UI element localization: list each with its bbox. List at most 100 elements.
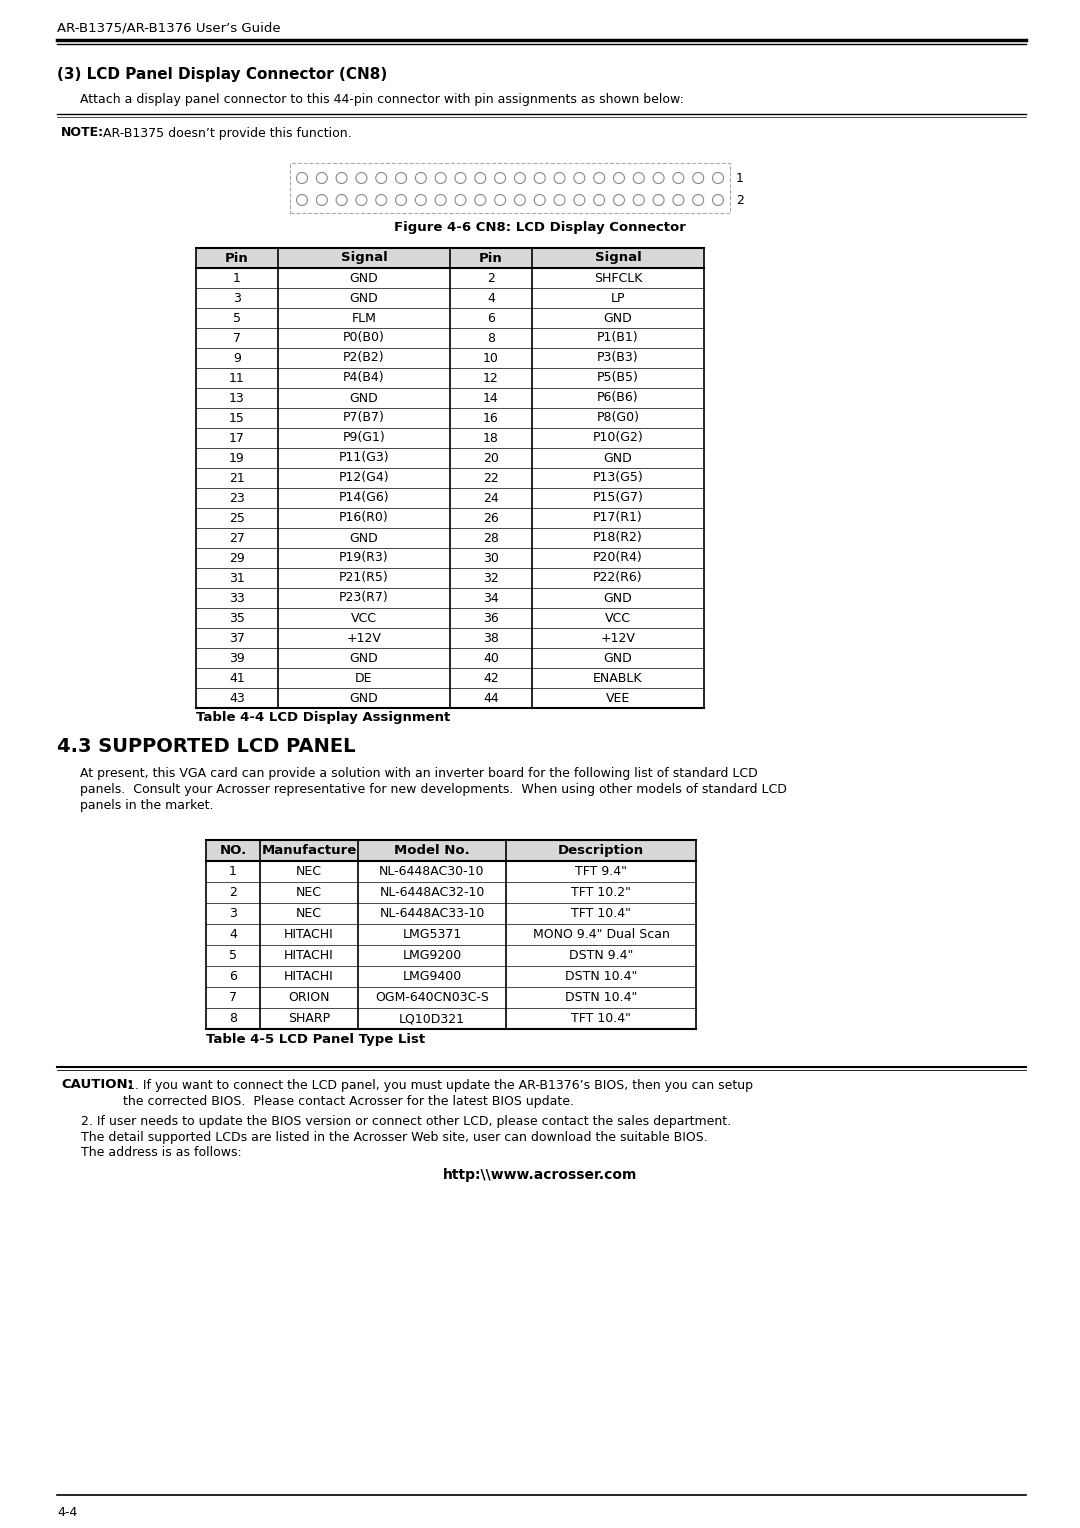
Text: Model No.: Model No. bbox=[394, 843, 470, 857]
Text: SHARP: SHARP bbox=[288, 1012, 330, 1025]
Text: NOTE:: NOTE: bbox=[60, 127, 104, 139]
Text: 31: 31 bbox=[229, 571, 245, 585]
Text: 2: 2 bbox=[229, 886, 237, 898]
Text: 6: 6 bbox=[487, 312, 495, 324]
Text: MONO 9.4" Dual Scan: MONO 9.4" Dual Scan bbox=[532, 927, 670, 941]
Text: 7: 7 bbox=[233, 332, 241, 344]
Text: P17(R1): P17(R1) bbox=[593, 512, 643, 524]
Text: P7(B7): P7(B7) bbox=[343, 411, 384, 425]
Text: HITACHI: HITACHI bbox=[284, 970, 334, 983]
Text: 19: 19 bbox=[229, 451, 245, 465]
Text: AR-B1375 doesn’t provide this function.: AR-B1375 doesn’t provide this function. bbox=[99, 127, 352, 139]
Text: P12(G4): P12(G4) bbox=[339, 472, 389, 484]
Text: 6: 6 bbox=[229, 970, 237, 983]
Text: 34: 34 bbox=[483, 591, 499, 605]
Text: LMG5371: LMG5371 bbox=[403, 927, 461, 941]
Text: GND: GND bbox=[604, 312, 633, 324]
Text: Pin: Pin bbox=[225, 252, 248, 264]
Text: P2(B2): P2(B2) bbox=[343, 351, 384, 365]
Text: P8(G0): P8(G0) bbox=[596, 411, 639, 425]
Text: 18: 18 bbox=[483, 431, 499, 445]
Text: VEE: VEE bbox=[606, 692, 630, 704]
Text: +12V: +12V bbox=[347, 631, 381, 645]
Text: GND: GND bbox=[350, 391, 378, 405]
Text: P22(R6): P22(R6) bbox=[593, 571, 643, 585]
Text: Figure 4-6 CN8: LCD Display Connector: Figure 4-6 CN8: LCD Display Connector bbox=[394, 222, 686, 234]
Text: 20: 20 bbox=[483, 451, 499, 465]
Text: 15: 15 bbox=[229, 411, 245, 425]
Text: AR-B1375/AR-B1376 User’s Guide: AR-B1375/AR-B1376 User’s Guide bbox=[57, 21, 281, 35]
Text: Signal: Signal bbox=[340, 252, 388, 264]
Text: 4.3 SUPPORTED LCD PANEL: 4.3 SUPPORTED LCD PANEL bbox=[57, 736, 355, 755]
Text: At present, this VGA card can provide a solution with an inverter board for the : At present, this VGA card can provide a … bbox=[80, 767, 758, 781]
Text: http:\\www.acrosser.com: http:\\www.acrosser.com bbox=[443, 1167, 637, 1183]
Text: NEC: NEC bbox=[296, 886, 322, 898]
Text: P16(R0): P16(R0) bbox=[339, 512, 389, 524]
Text: GND: GND bbox=[604, 591, 633, 605]
Text: panels.  Consult your Acrosser representative for new developments.  When using : panels. Consult your Acrosser representa… bbox=[80, 784, 787, 796]
Text: 1: 1 bbox=[233, 272, 241, 284]
Text: P1(B1): P1(B1) bbox=[597, 332, 638, 344]
Text: GND: GND bbox=[604, 651, 633, 665]
Text: Table 4-4 LCD Display Assignment: Table 4-4 LCD Display Assignment bbox=[195, 712, 450, 724]
Text: 8: 8 bbox=[487, 332, 495, 344]
Text: Manufacture: Manufacture bbox=[261, 843, 356, 857]
Text: P10(G2): P10(G2) bbox=[593, 431, 644, 445]
Text: 14: 14 bbox=[483, 391, 499, 405]
Text: 24: 24 bbox=[483, 492, 499, 504]
Text: 10: 10 bbox=[483, 351, 499, 365]
Bar bbox=[195, 248, 704, 267]
Text: 28: 28 bbox=[483, 532, 499, 544]
Text: 11: 11 bbox=[229, 371, 245, 385]
Text: NL-6448AC32-10: NL-6448AC32-10 bbox=[379, 886, 485, 898]
Text: P18(R2): P18(R2) bbox=[593, 532, 643, 544]
Text: 9: 9 bbox=[233, 351, 241, 365]
Text: 4-4: 4-4 bbox=[57, 1507, 78, 1519]
Text: P5(B5): P5(B5) bbox=[597, 371, 639, 385]
Text: P23(R7): P23(R7) bbox=[339, 591, 389, 605]
Text: P4(B4): P4(B4) bbox=[343, 371, 384, 385]
Text: Description: Description bbox=[558, 843, 644, 857]
Text: P21(R5): P21(R5) bbox=[339, 571, 389, 585]
Text: 23: 23 bbox=[229, 492, 245, 504]
Text: P13(G5): P13(G5) bbox=[593, 472, 644, 484]
Text: HITACHI: HITACHI bbox=[284, 949, 334, 963]
Text: NEC: NEC bbox=[296, 908, 322, 920]
Text: P9(G1): P9(G1) bbox=[342, 431, 386, 445]
Text: DSTN 9.4": DSTN 9.4" bbox=[569, 949, 633, 963]
Text: DSTN 10.4": DSTN 10.4" bbox=[565, 970, 637, 983]
Text: OGM-640CN03C-S: OGM-640CN03C-S bbox=[375, 992, 489, 1004]
Text: P20(R4): P20(R4) bbox=[593, 552, 643, 564]
Text: 5: 5 bbox=[233, 312, 241, 324]
Text: 3: 3 bbox=[233, 292, 241, 304]
Text: VCC: VCC bbox=[605, 611, 631, 625]
Text: 42: 42 bbox=[483, 671, 499, 685]
Text: 13: 13 bbox=[229, 391, 245, 405]
Text: 32: 32 bbox=[483, 571, 499, 585]
Text: LP: LP bbox=[611, 292, 625, 304]
Text: P14(G6): P14(G6) bbox=[339, 492, 389, 504]
Text: 7: 7 bbox=[229, 992, 237, 1004]
Text: 1: 1 bbox=[735, 171, 744, 185]
Text: 2: 2 bbox=[735, 194, 744, 206]
Text: 4: 4 bbox=[229, 927, 237, 941]
Text: 30: 30 bbox=[483, 552, 499, 564]
Text: 3: 3 bbox=[229, 908, 237, 920]
Text: 38: 38 bbox=[483, 631, 499, 645]
Text: ENABLK: ENABLK bbox=[593, 671, 643, 685]
Text: 44: 44 bbox=[483, 692, 499, 704]
Text: The detail supported LCDs are listed in the Acrosser Web site, user can download: The detail supported LCDs are listed in … bbox=[81, 1131, 707, 1143]
Text: P15(G7): P15(G7) bbox=[593, 492, 644, 504]
Text: DSTN 10.4": DSTN 10.4" bbox=[565, 992, 637, 1004]
Text: 5: 5 bbox=[229, 949, 237, 963]
Text: TFT 10.2": TFT 10.2" bbox=[571, 886, 631, 898]
Text: GND: GND bbox=[350, 532, 378, 544]
Text: SHFCLK: SHFCLK bbox=[594, 272, 643, 284]
Text: P3(B3): P3(B3) bbox=[597, 351, 638, 365]
Text: NL-6448AC33-10: NL-6448AC33-10 bbox=[379, 908, 485, 920]
Text: 1: 1 bbox=[229, 865, 237, 879]
Text: P11(G3): P11(G3) bbox=[339, 451, 389, 465]
Text: GND: GND bbox=[604, 451, 633, 465]
Text: +12V: +12V bbox=[600, 631, 635, 645]
Text: LMG9400: LMG9400 bbox=[403, 970, 461, 983]
